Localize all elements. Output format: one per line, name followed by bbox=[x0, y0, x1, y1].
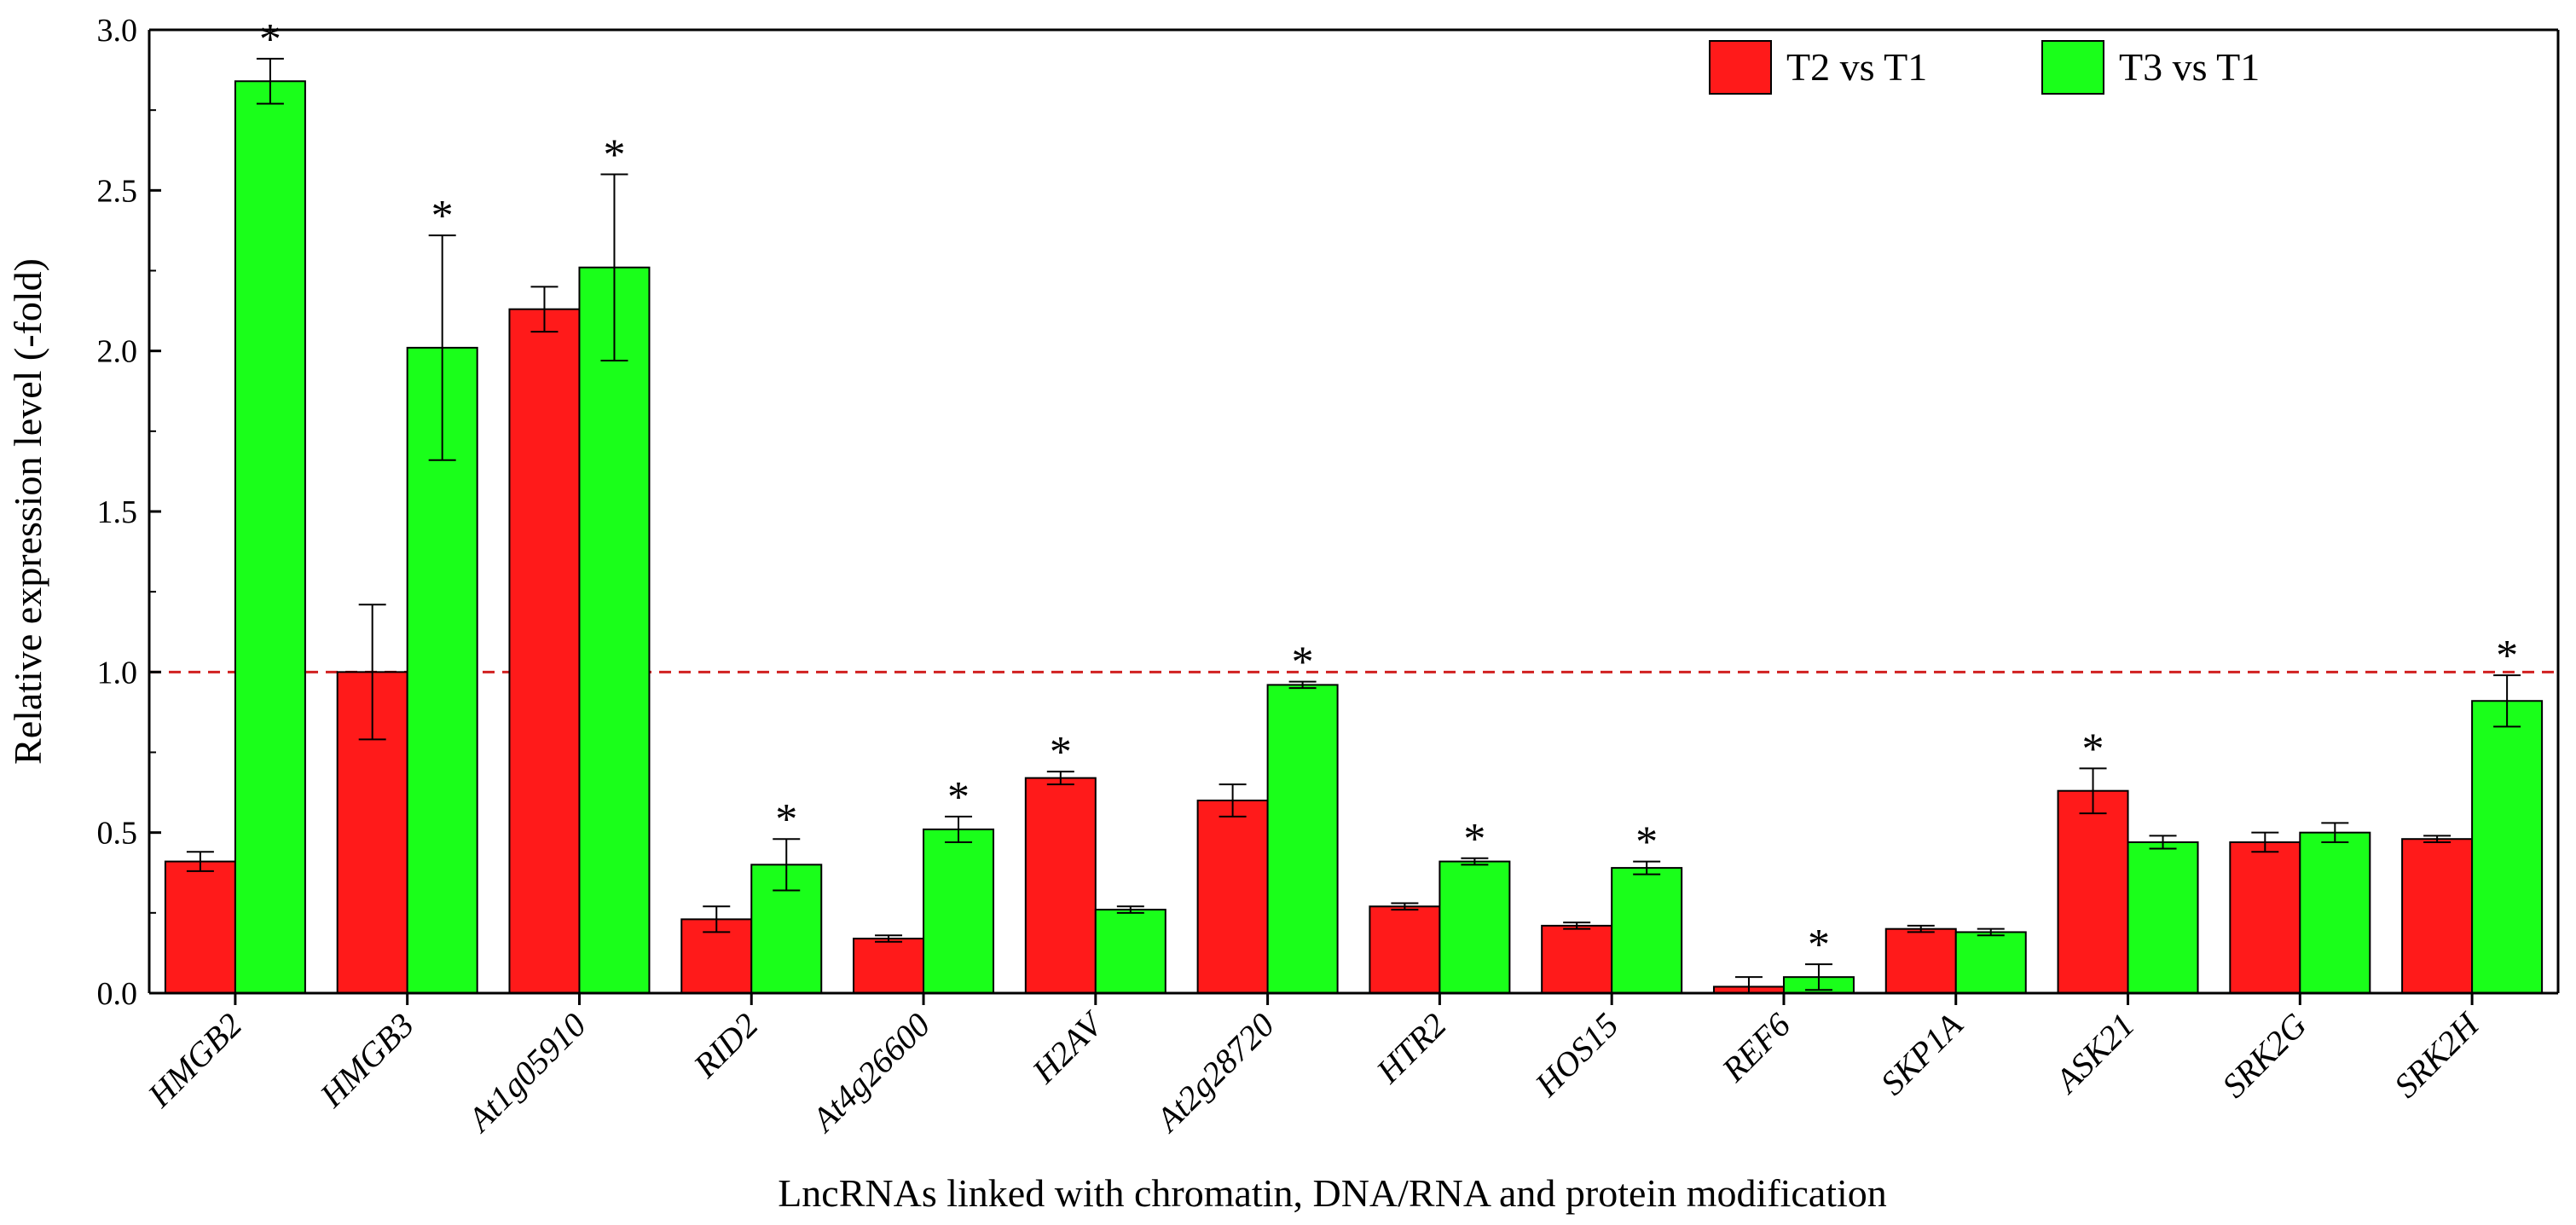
bar-t3-8 bbox=[1611, 867, 1683, 994]
x-tick-label-8: HOS15 bbox=[1527, 1006, 1626, 1105]
bar-t2-13 bbox=[2401, 838, 2474, 995]
bar-t3-2 bbox=[578, 266, 651, 994]
bar-t3-4 bbox=[923, 828, 995, 995]
x-tick-label-4: At4g26600 bbox=[802, 1006, 937, 1141]
x-tick-label-5: H2AV bbox=[1024, 1003, 1112, 1090]
x-tick-label-10: SKP1A bbox=[1873, 1005, 1971, 1102]
significance-mark-1-6: * bbox=[1292, 639, 1314, 687]
y-tick-label-0: 0.0 bbox=[97, 976, 138, 1012]
bar-t2-4 bbox=[853, 937, 925, 995]
y-tick-label-5: 2.5 bbox=[97, 173, 138, 209]
bar-t3-12 bbox=[2299, 831, 2371, 995]
bar-t3-11 bbox=[2127, 841, 2199, 995]
x-tick-label-6: At2g28720 bbox=[1147, 1006, 1282, 1141]
y-tick-label-3: 1.5 bbox=[97, 494, 138, 530]
y-tick-label-1: 0.5 bbox=[97, 816, 138, 852]
x-axis-title: LncRNAs linked with chromatin, DNA/RNA a… bbox=[778, 1171, 1887, 1215]
significance-mark-1-13: * bbox=[2496, 632, 2518, 680]
legend-label-t2: T2 vs T1 bbox=[1786, 45, 1927, 89]
x-tick-label-0: HMGB2 bbox=[140, 1006, 249, 1115]
legend: T2 vs T1 T3 vs T1 bbox=[1709, 40, 2260, 95]
x-tick-label-1: HMGB3 bbox=[312, 1006, 421, 1115]
bar-t2-5 bbox=[1024, 777, 1097, 995]
bar-t3-10 bbox=[1954, 931, 2027, 995]
y-tick-label-6: 3.0 bbox=[97, 13, 138, 49]
bar-t3-5 bbox=[1094, 909, 1166, 994]
bar-t3-7 bbox=[1439, 860, 1511, 994]
significance-mark-1-9: * bbox=[1808, 921, 1830, 969]
legend-swatch-t2 bbox=[1709, 40, 1772, 95]
significance-mark-0-5: * bbox=[1050, 728, 1072, 777]
legend-swatch-t3 bbox=[2041, 40, 2104, 95]
significance-mark-1-1: * bbox=[431, 192, 454, 240]
bar-t2-0 bbox=[164, 860, 236, 994]
x-tick-label-11: ASK21 bbox=[2046, 1006, 2142, 1102]
significance-mark-1-4: * bbox=[947, 773, 970, 822]
x-tick-label-7: HTR2 bbox=[1369, 1006, 1454, 1091]
y-tick-label-2: 1.0 bbox=[97, 655, 138, 691]
significance-mark-1-3: * bbox=[775, 795, 797, 844]
axes-layer bbox=[148, 28, 2560, 1005]
bar-t2-10 bbox=[1884, 927, 1957, 994]
x-tick-label-9: REF6 bbox=[1714, 1006, 1798, 1090]
x-tick-label-12: SRK2G bbox=[2214, 1005, 2314, 1105]
significance-mark-1-0: * bbox=[259, 15, 281, 64]
y-tick-label-4: 2.0 bbox=[97, 334, 138, 370]
bar-t3-0 bbox=[234, 80, 306, 994]
x-tick-label-3: RID2 bbox=[686, 1006, 766, 1086]
bars-layer bbox=[164, 57, 2544, 995]
bar-t2-2 bbox=[508, 308, 581, 994]
significance-mark-1-8: * bbox=[1635, 818, 1658, 867]
bar-t3-6 bbox=[1266, 684, 1339, 995]
x-tick-label-2: At1g05910 bbox=[459, 1006, 593, 1141]
bar-t2-6 bbox=[1196, 800, 1269, 994]
bar-t2-12 bbox=[2229, 841, 2301, 995]
bar-t3-13 bbox=[2471, 700, 2544, 994]
significance-mark-1-2: * bbox=[603, 131, 625, 180]
significance-mark-1-7: * bbox=[1463, 815, 1485, 864]
bar-t2-8 bbox=[1541, 924, 1613, 995]
bar-t2-7 bbox=[1369, 905, 1441, 995]
y-axis-title: Relative expression level (-fold) bbox=[6, 258, 49, 765]
legend-label-t3: T3 vs T1 bbox=[2119, 45, 2260, 89]
significance-mark-0-11: * bbox=[2082, 725, 2104, 773]
bar-t2-11 bbox=[2057, 789, 2129, 995]
x-tick-label-13: SRK2H bbox=[2387, 1004, 2487, 1105]
